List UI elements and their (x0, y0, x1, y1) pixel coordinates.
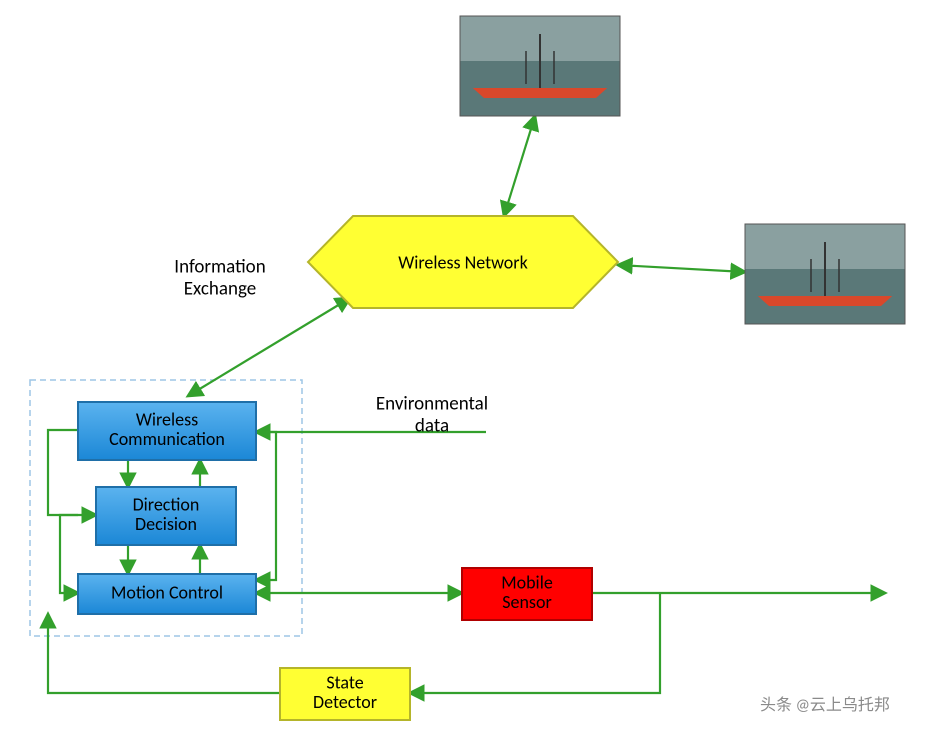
label-info_exchange-1: Exchange (184, 277, 256, 300)
node-direction_decision-label-0: Direction (133, 493, 200, 515)
edge-10 (256, 432, 276, 580)
node-direction_decision: DirectionDecision (96, 487, 236, 545)
node-wireless_network-label-0: Wireless Network (398, 251, 528, 273)
boat-photo-1 (745, 224, 905, 324)
node-direction_decision-label-1: Decision (135, 513, 197, 535)
node-wireless_comm-label-0: Wireless (136, 408, 198, 430)
boat-photo-0 (460, 16, 620, 116)
node-mobile_sensor-label-1: Sensor (502, 591, 552, 613)
edge-2 (188, 298, 350, 396)
node-wireless_comm: WirelessCommunication (78, 402, 256, 460)
edge-0 (504, 116, 535, 216)
edge-1 (618, 265, 745, 272)
node-mobile_sensor: MobileSensor (462, 568, 592, 620)
node-mobile_sensor-label-0: Mobile (501, 571, 553, 593)
node-state_detector: StateDetector (280, 668, 410, 720)
nodes-layer: Wireless Network WirelessCommunication Dir… (78, 216, 618, 720)
node-wireless_comm-label-1: Communication (109, 428, 225, 450)
node-state_detector-label-0: State (326, 671, 363, 693)
label-env_data-1: data (415, 414, 449, 437)
node-wireless_network: Wireless Network (308, 216, 618, 308)
label-env_data-0: Environmental (376, 393, 488, 416)
node-state_detector-label-1: Detector (313, 691, 377, 713)
label-info_exchange-0: Information (174, 256, 265, 279)
node-motion_control-label-0: Motion Control (111, 581, 223, 603)
watermark-text: 头条 @云上乌托邦 (760, 696, 890, 715)
edge-9 (60, 515, 78, 593)
node-motion_control: Motion Control (78, 574, 256, 614)
edge-14 (48, 614, 280, 693)
watermark-layer: 头条 @云上乌托邦 (760, 696, 890, 715)
